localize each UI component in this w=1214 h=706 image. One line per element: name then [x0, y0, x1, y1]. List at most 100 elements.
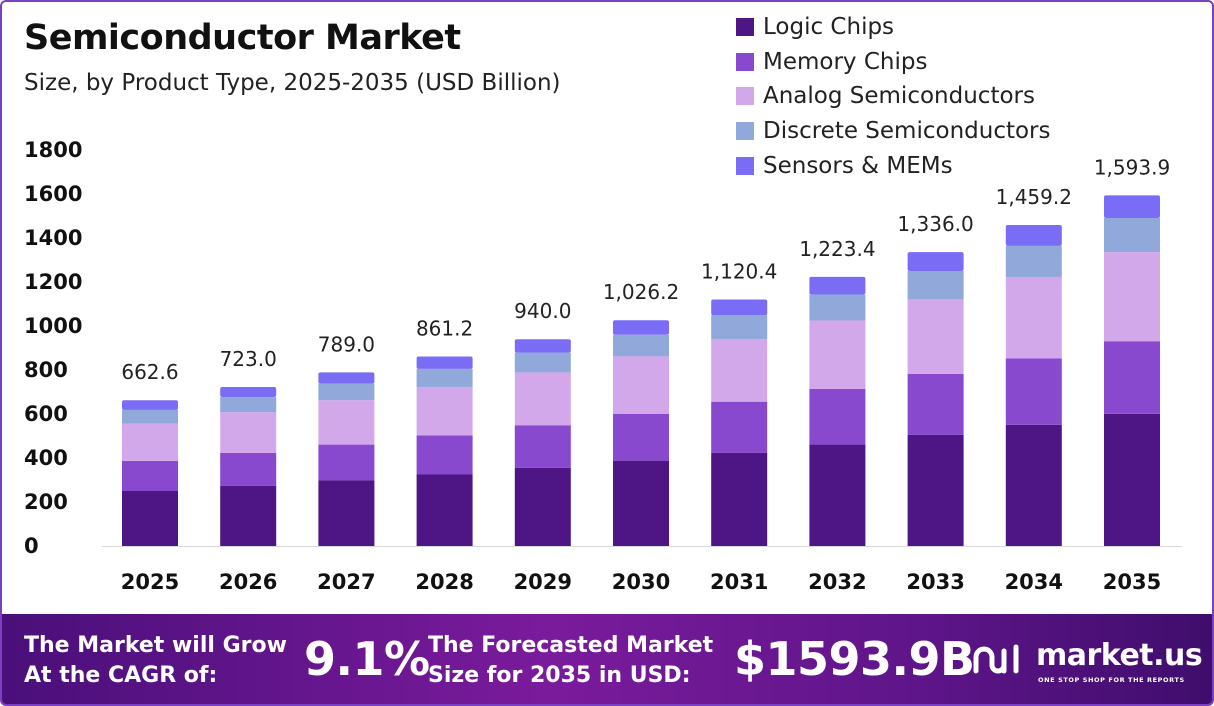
- bar-segment: [711, 299, 768, 316]
- bar-total-label: 940.0: [514, 299, 571, 323]
- bar-total-label: 789.0: [318, 332, 375, 356]
- bar-segment: [514, 425, 571, 468]
- bar-segment: [613, 334, 669, 357]
- bar-segment: [711, 452, 768, 546]
- bar-segment: [220, 397, 277, 413]
- bar-segment: [907, 252, 964, 271]
- forecast-value: $1593.9B: [734, 632, 975, 686]
- legend-swatch-analog-semiconductors: [736, 87, 754, 106]
- bar-segment: [907, 271, 964, 300]
- bar-segment: [711, 338, 768, 402]
- bar-segment: [122, 460, 178, 491]
- chart-legend: Logic Chips Memory Chips Analog Semicond…: [736, 10, 1051, 183]
- chart-subtitle: Size, by Product Type, 2025-2035 (USD Bi…: [24, 70, 561, 96]
- bar-segment: [613, 460, 669, 546]
- y-tick-label: 1200: [24, 270, 82, 294]
- cagr-label-line1: The Market will Grow: [24, 633, 287, 658]
- x-tick-label: 2028: [415, 570, 473, 594]
- bar-segment: [1005, 224, 1062, 246]
- bar-segment: [220, 412, 277, 453]
- x-tick-label: 2035: [1103, 570, 1161, 594]
- bar-segment: [1005, 424, 1062, 546]
- bar-segment: [318, 372, 375, 384]
- bar-segment: [318, 400, 375, 445]
- bar-total-label: 861.2: [416, 317, 473, 341]
- brand-tagline: ONE STOP SHOP FOR THE REPORTS: [1038, 676, 1185, 684]
- market-us-logo-icon: [973, 644, 1019, 674]
- bar-segment: [613, 320, 669, 335]
- bar-segment: [514, 352, 571, 373]
- bar-segment: [809, 388, 866, 445]
- legend-item-analog-semiconductors: Analog Semiconductors: [736, 79, 1051, 114]
- x-tick-label: 2029: [514, 570, 572, 594]
- forecast-label-line1: The Forecasted Market: [428, 633, 714, 658]
- y-tick-label: 800: [24, 358, 68, 382]
- bar-total-label: 662.6: [121, 360, 178, 384]
- bar-segment: [711, 315, 768, 339]
- y-tick-label: 1600: [24, 182, 82, 206]
- cagr-value: 9.1%: [304, 632, 430, 686]
- bar-total-label: 1,120.4: [701, 260, 777, 284]
- bar-segment: [122, 409, 178, 424]
- bar-segment: [907, 299, 964, 374]
- y-tick-label: 0: [24, 534, 39, 558]
- bar-segment: [711, 401, 768, 453]
- cagr-label: The Market will Grow At the CAGR of:: [24, 631, 287, 691]
- y-tick-label: 200: [24, 490, 68, 514]
- bar-segment: [1005, 245, 1062, 277]
- bar-segment: [1005, 276, 1062, 359]
- x-tick-label: 2032: [808, 570, 866, 594]
- bar-segment: [809, 276, 866, 295]
- bar-segment: [1104, 195, 1160, 218]
- forecast-label-line2: Size for 2035 in USD:: [428, 663, 691, 688]
- bar-segment: [220, 485, 277, 546]
- bar-segment: [122, 491, 178, 546]
- bar-total-label: 1,459.2: [996, 185, 1072, 209]
- bar-segment: [1005, 358, 1062, 425]
- bar-segment: [318, 444, 375, 481]
- bar-segment: [907, 373, 964, 435]
- bar-segment: [613, 414, 669, 461]
- legend-item-sensors-mems: Sensors & MEMs: [736, 148, 1051, 183]
- bar-segment: [416, 356, 473, 369]
- legend-label-sensors-mems: Sensors & MEMs: [763, 152, 953, 179]
- bar-segment: [220, 386, 277, 398]
- brand-name: market.us: [1036, 638, 1203, 673]
- bar-total-label: 723.0: [220, 347, 277, 371]
- legend-label-memory-chips: Memory Chips: [763, 48, 928, 75]
- legend-item-discrete-semiconductors: Discrete Semiconductors: [736, 114, 1051, 149]
- legend-label-analog-semiconductors: Analog Semiconductors: [763, 83, 1035, 110]
- chart-title: Semiconductor Market: [24, 18, 461, 58]
- x-tick-label: 2027: [317, 570, 375, 594]
- bar-segment: [809, 320, 866, 389]
- x-tick-label: 2031: [710, 570, 768, 594]
- bar-total-label: 1,026.2: [603, 280, 679, 304]
- bar-segment: [1104, 252, 1160, 342]
- y-tick-label: 400: [24, 446, 68, 470]
- bar-segment: [1104, 341, 1160, 414]
- x-tick-label: 2034: [1005, 570, 1063, 594]
- bar-total-label: 1,336.0: [897, 212, 973, 236]
- legend-swatch-memory-chips: [736, 52, 754, 71]
- bar-segment: [1104, 413, 1160, 546]
- forecast-label: The Forecasted Market Size for 2035 in U…: [428, 631, 713, 691]
- bar-segment: [318, 480, 375, 546]
- bar-total-label: 1,223.4: [799, 237, 875, 261]
- bar-segment: [220, 452, 277, 486]
- footer-banner: The Market will Grow At the CAGR of: 9.1…: [2, 614, 1212, 704]
- legend-item-memory-chips: Memory Chips: [736, 45, 1051, 80]
- bar-segment: [809, 294, 866, 321]
- legend-label-logic-chips: Logic Chips: [763, 14, 895, 41]
- legend-swatch-logic-chips: [736, 18, 754, 37]
- bar-segment: [416, 435, 473, 475]
- bar-segment: [809, 444, 866, 546]
- x-tick-label: 2030: [612, 570, 670, 594]
- bar-segment: [514, 467, 571, 546]
- x-tick-label: 2025: [121, 570, 179, 594]
- y-tick-label: 1400: [24, 226, 82, 250]
- legend-label-discrete-semiconductors: Discrete Semiconductors: [763, 118, 1051, 145]
- x-tick-label: 2033: [906, 570, 964, 594]
- bar-total-label: 1,593.9: [1094, 155, 1170, 179]
- bar-segment: [122, 400, 178, 410]
- bar-segment: [416, 368, 473, 387]
